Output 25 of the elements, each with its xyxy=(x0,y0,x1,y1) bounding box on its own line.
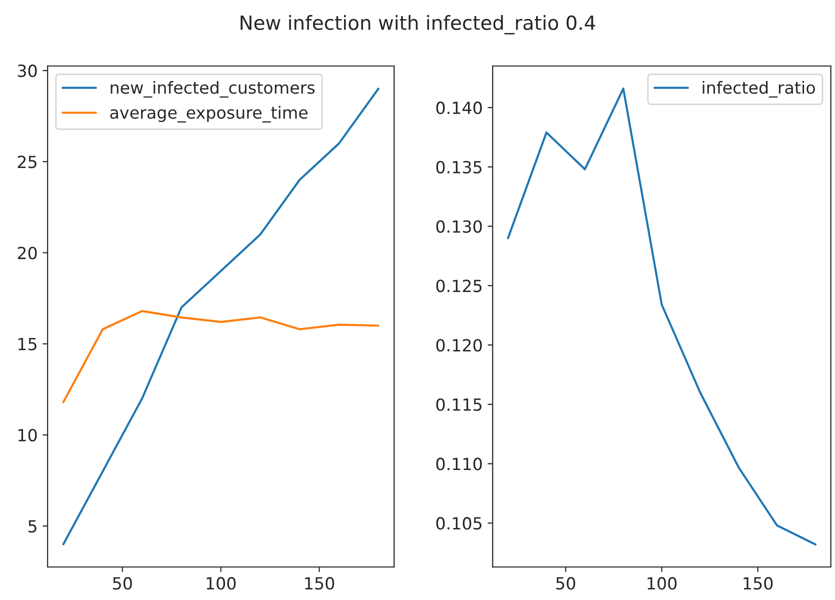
y-tick-label: 10 xyxy=(18,428,37,442)
y-tick-label: 0.125 xyxy=(436,280,482,292)
y-tick-label: 15 xyxy=(18,338,36,350)
y-tick-label: 0.115 xyxy=(436,398,482,411)
y-tick-label: 0.110 xyxy=(436,458,482,470)
y-tick-label: 20 xyxy=(18,246,37,260)
x-tick-label: 150 xyxy=(744,577,773,590)
y-tick-label: 0.120 xyxy=(436,338,482,352)
y-tick-label: 0.140 xyxy=(436,102,482,114)
legend-label: new_infected_customers xyxy=(110,81,315,98)
x-tick-label: 100 xyxy=(648,577,677,590)
legend-label: average_exposure_time xyxy=(110,106,308,123)
legend-label: infected_ratio xyxy=(702,81,815,98)
y-tick-label: 25 xyxy=(18,156,36,168)
y-tick-label: 5 xyxy=(28,520,36,533)
y-tick-label: 0.130 xyxy=(436,220,482,233)
chart-title: New infection with infected_ratio 0.4 xyxy=(240,15,596,34)
y-tick-label: 0.135 xyxy=(436,160,482,174)
x-tick-label: 100 xyxy=(206,577,236,590)
line-series xyxy=(62,310,380,404)
y-tick-label: 0.105 xyxy=(436,517,482,530)
y-tick-label: 30 xyxy=(18,64,37,78)
x-tick-label: 50 xyxy=(113,577,132,590)
x-tick-label: 150 xyxy=(305,577,334,590)
x-tick-label: 50 xyxy=(556,577,576,590)
